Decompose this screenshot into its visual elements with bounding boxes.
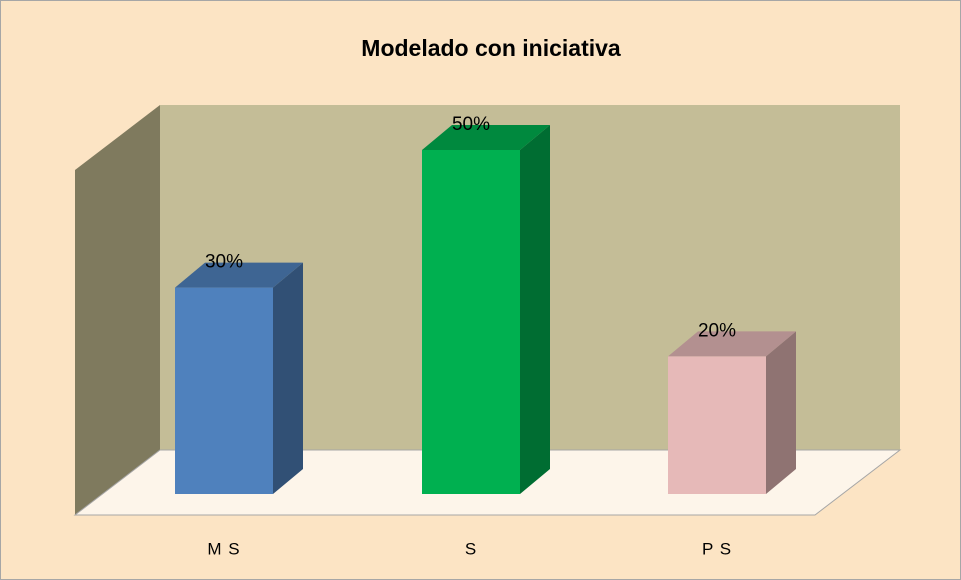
data-label: 50% <box>452 114 490 135</box>
x-tick-label: M S <box>207 539 240 558</box>
chart-title: Modelado con iniciativa <box>361 35 621 61</box>
x-tick-label: S <box>465 539 477 558</box>
side-wall <box>75 105 160 515</box>
bar <box>422 150 520 494</box>
x-tick-label: P S <box>702 539 732 558</box>
bar-top <box>422 125 550 150</box>
data-label: 30% <box>205 252 243 273</box>
bar-side <box>766 331 796 494</box>
data-label: 20% <box>698 320 736 341</box>
bar-side <box>273 262 303 494</box>
bar-top <box>668 331 796 357</box>
bar <box>668 356 766 494</box>
bar <box>175 287 273 494</box>
bar-side <box>520 125 550 494</box>
bar-top <box>175 262 303 288</box>
